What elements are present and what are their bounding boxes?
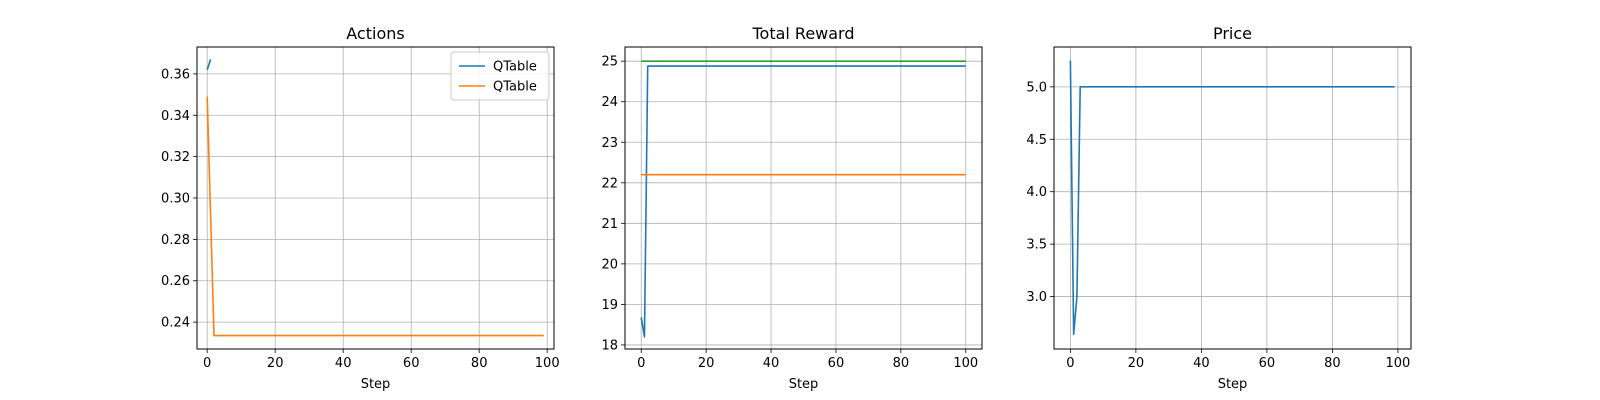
series-lines-total-reward: [640, 60, 966, 338]
y-tick-label: 20: [601, 257, 618, 272]
series-line-1: [640, 65, 966, 338]
ticks-actions: 0 20 40 60 80 100 0.24 0.26 0.28 0.30 0.32 0.34 0.36: [161, 67, 560, 371]
y-tick-label: 21: [601, 217, 618, 232]
chart-title-actions: Actions: [346, 24, 404, 43]
x-tick-label: 20: [698, 356, 715, 371]
y-tick-label: 0.32: [161, 150, 190, 165]
series-lines-price: [1069, 60, 1395, 336]
x-tick-label: 40: [335, 356, 352, 371]
x-tick-label: 80: [893, 356, 910, 371]
x-axis-label-total-reward: Step: [789, 377, 819, 392]
legend-label: QTable: [493, 60, 537, 75]
ticks-total-reward: 0 20 40 60 80 100 18 19 20 21 22 23 24 25: [601, 55, 978, 371]
y-tick-label: 0.36: [161, 67, 190, 82]
legend-box: [450, 51, 550, 101]
series-lines-actions: [206, 59, 544, 337]
x-tick-label: 0: [203, 356, 211, 371]
panel-actions: 0 20 40 60 80 100 0.24 0.26 0.28 0.30 0.32 0.34 0.36…: [161, 24, 560, 392]
x-tick-label: 100: [535, 356, 560, 371]
chart-title-total-reward: Total Reward: [751, 24, 854, 43]
legend-actions: QTable QTable: [450, 51, 550, 101]
y-tick-label: 19: [601, 298, 618, 313]
x-tick-label: 80: [1324, 356, 1341, 371]
x-tick-label: 80: [471, 356, 488, 371]
panel-total-reward: 0 20 40 60 80 100 18 19 20 21 22 23 24 25 Total Rewar…: [601, 24, 983, 392]
legend-label: QTable: [493, 80, 537, 95]
x-tick-label: 100: [953, 356, 978, 371]
y-tick-label: 4.5: [1026, 133, 1047, 148]
y-tick-label: 0.26: [161, 274, 190, 289]
y-tick-label: 3.5: [1026, 238, 1047, 253]
y-tick-label: 0.28: [161, 233, 190, 248]
y-tick-label: 18: [601, 338, 618, 353]
x-tick-label: 0: [1066, 356, 1074, 371]
y-tick-label: 0.34: [161, 109, 190, 124]
x-tick-label: 20: [1128, 356, 1145, 371]
x-tick-label: 60: [828, 356, 845, 371]
series-line-2: [206, 96, 544, 337]
x-tick-label: 0: [637, 356, 645, 371]
y-tick-label: 23: [601, 136, 618, 151]
x-tick-label: 40: [1193, 356, 1210, 371]
x-tick-label: 20: [267, 356, 284, 371]
y-tick-label: 5.0: [1026, 80, 1047, 95]
y-tick-label: 24: [601, 95, 618, 110]
x-axis-label-price: Step: [1218, 377, 1248, 392]
y-tick-label: 22: [601, 176, 618, 191]
panel-price: 0 20 40 60 80 100 3.0 3.5 4.0 4.5 5.0 Price Step: [1026, 24, 1412, 392]
y-tick-label: 3.0: [1026, 290, 1047, 305]
plot-frame-price: [1053, 46, 1412, 350]
y-tick-label: 4.0: [1026, 185, 1047, 200]
plot-frame-total-reward: [624, 46, 983, 350]
x-axis-label-actions: Step: [361, 377, 391, 392]
x-tick-label: 40: [763, 356, 780, 371]
series-line-1: [1069, 60, 1395, 336]
ticks-price: 0 20 40 60 80 100 3.0 3.5 4.0 4.5 5.0: [1026, 80, 1410, 371]
x-tick-label: 60: [403, 356, 420, 371]
y-tick-label: 25: [601, 55, 618, 70]
x-tick-label: 60: [1259, 356, 1276, 371]
y-tick-label: 0.30: [161, 192, 190, 207]
x-tick-label: 100: [1385, 356, 1410, 371]
y-tick-label: 0.24: [161, 316, 190, 331]
chart-title-price: Price: [1213, 24, 1252, 43]
series-line-1: [206, 59, 212, 70]
